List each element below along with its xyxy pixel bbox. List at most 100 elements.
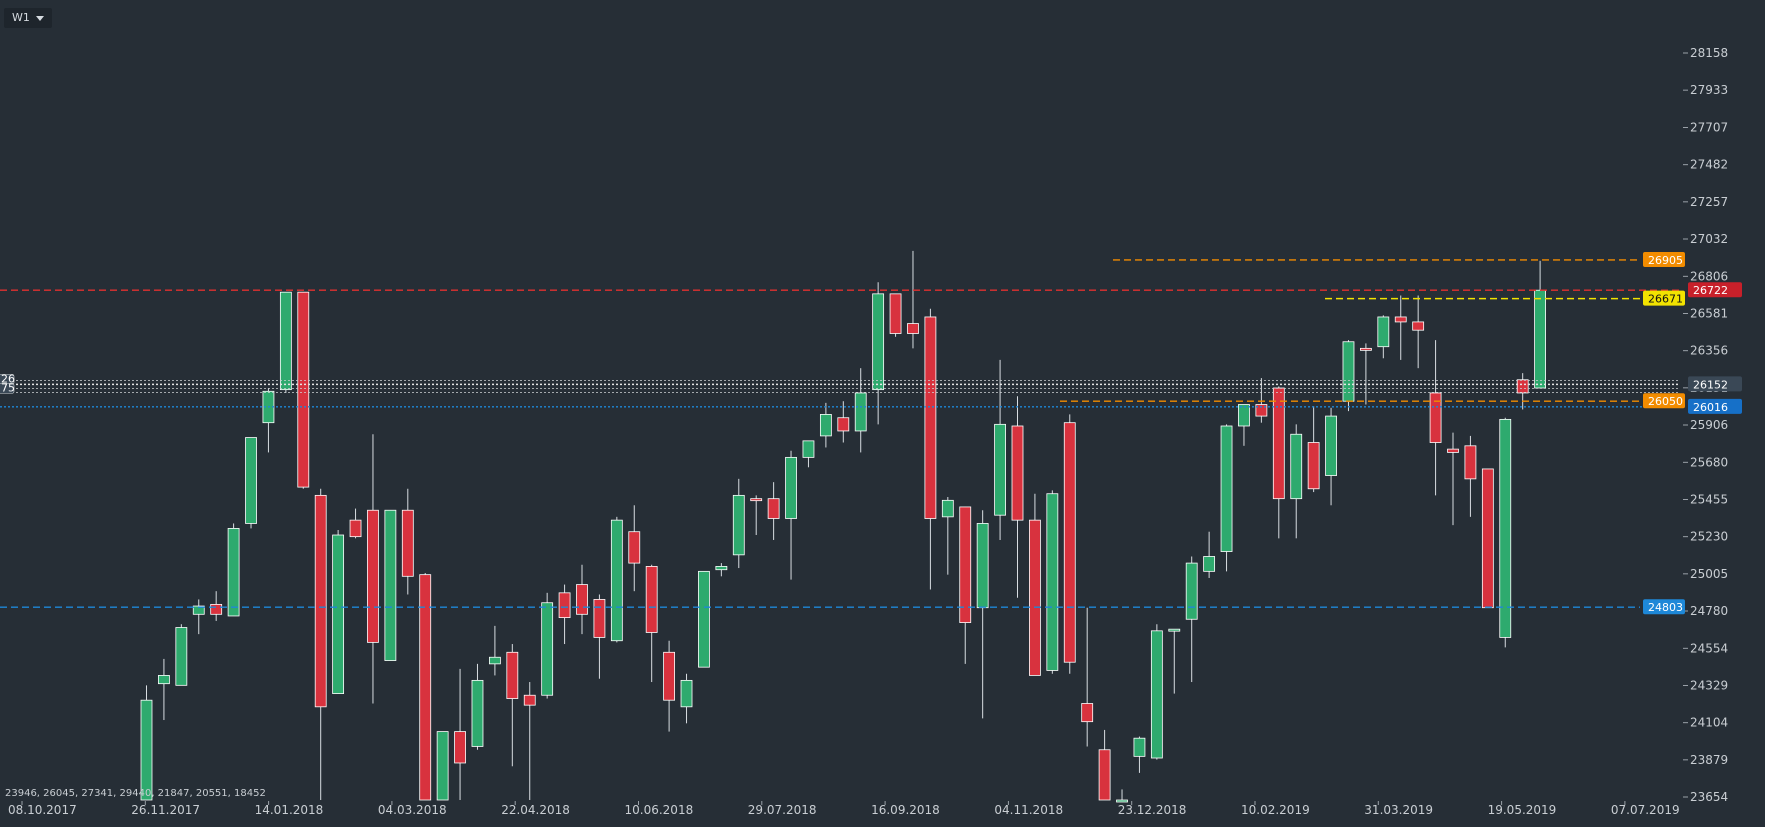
y-tick-label: 24329 xyxy=(1690,678,1728,692)
candle-body xyxy=(1534,289,1546,389)
price-tag-label: 26905 xyxy=(1648,254,1683,267)
candle xyxy=(941,497,954,575)
candle xyxy=(1185,556,1198,683)
y-tick-label: 24104 xyxy=(1690,716,1728,730)
candle-body xyxy=(210,603,223,615)
y-tick-label: 27032 xyxy=(1690,232,1728,246)
x-tick-label: 23.12.2018 xyxy=(1118,803,1187,817)
y-tick-label: 24554 xyxy=(1690,641,1728,655)
y-tick-label: 23654 xyxy=(1690,790,1728,804)
x-tick-label: 07.07.2019 xyxy=(1611,803,1680,817)
candle-body xyxy=(1238,404,1250,427)
candle-body xyxy=(732,494,745,556)
candle-body xyxy=(924,316,937,519)
candle xyxy=(698,570,710,668)
y-tick-label: 25005 xyxy=(1690,567,1728,581)
candle xyxy=(401,488,414,595)
candle xyxy=(1429,340,1442,496)
y-tick-label: 27933 xyxy=(1690,83,1728,97)
candle-body xyxy=(698,570,710,668)
left-edge-tag-label: 75 xyxy=(1,381,15,394)
candle xyxy=(576,564,588,635)
candle-body xyxy=(663,651,675,701)
candle-body xyxy=(1394,316,1407,323)
timeframe-selector[interactable]: W1 xyxy=(4,8,52,28)
y-tick-label: 25455 xyxy=(1690,492,1728,506)
y-tick-label: 23879 xyxy=(1690,753,1728,767)
candle-body xyxy=(227,528,240,617)
candle-body xyxy=(645,565,658,633)
price-tag xyxy=(1688,376,1742,392)
candle xyxy=(837,401,850,443)
candle-body xyxy=(785,456,797,519)
candle xyxy=(210,591,223,621)
candle xyxy=(1394,295,1407,360)
candle-body xyxy=(802,440,815,458)
candle xyxy=(610,516,623,643)
y-tick-label: 27707 xyxy=(1690,120,1728,134)
candle xyxy=(1464,435,1477,517)
candle-body xyxy=(1029,519,1041,676)
x-tick-label: 31.03.2019 xyxy=(1364,803,1433,817)
candle-body xyxy=(1220,425,1233,552)
x-tick-label: 04.03.2018 xyxy=(378,803,447,817)
y-tick-label: 28158 xyxy=(1690,46,1728,60)
x-tick-label: 08.10.2017 xyxy=(8,803,77,817)
candle xyxy=(907,250,919,349)
candle-body xyxy=(471,679,484,747)
price-tag-label: 24803 xyxy=(1648,601,1683,614)
y-tick-label: 25230 xyxy=(1690,530,1728,544)
time-axis[interactable]: 08.10.2017 26.11.2017 14.01.2018 04.03.2018… xyxy=(8,801,1680,817)
candle xyxy=(889,293,902,337)
candle xyxy=(663,640,675,732)
candle xyxy=(750,495,763,536)
price-tag-label: 26050 xyxy=(1648,395,1683,408)
candle xyxy=(1011,396,1024,598)
price-tag xyxy=(1643,393,1685,409)
candle xyxy=(680,673,693,724)
x-tick-label: 22.04.2018 xyxy=(501,803,570,817)
candle xyxy=(819,402,832,448)
candle-body xyxy=(1168,628,1181,632)
candle xyxy=(367,434,379,704)
candle-body xyxy=(506,651,519,699)
ohlc-readout: 23946, 26045, 27341, 29440, 21847, 20551… xyxy=(5,788,266,799)
candle xyxy=(1377,315,1390,359)
candle-body xyxy=(175,627,188,686)
candle-body xyxy=(523,694,536,706)
candle xyxy=(1360,343,1372,405)
candle xyxy=(506,644,519,767)
candle xyxy=(1081,607,1094,747)
candle xyxy=(1272,386,1285,539)
candle xyxy=(1150,624,1163,760)
candle-body xyxy=(1150,630,1163,759)
candle xyxy=(854,368,867,453)
candle-body xyxy=(541,602,554,696)
y-tick-label: 27482 xyxy=(1690,158,1728,172)
candle xyxy=(802,440,815,468)
levels-layer xyxy=(0,259,1680,608)
candle xyxy=(1029,493,1041,676)
candle-body xyxy=(872,293,885,391)
candle xyxy=(593,594,606,679)
candle-body xyxy=(1412,321,1425,331)
y-tick-label: 26356 xyxy=(1690,344,1728,358)
candle-body xyxy=(593,599,606,638)
candle xyxy=(158,658,170,721)
candle xyxy=(314,488,327,800)
candle xyxy=(994,359,1006,540)
y-tick-label: 26806 xyxy=(1690,269,1728,283)
candle-body xyxy=(889,293,902,334)
candle-body xyxy=(610,519,623,642)
price-tag xyxy=(1643,599,1685,615)
candle-body xyxy=(279,291,292,391)
candle-body xyxy=(1203,556,1216,572)
candle xyxy=(1255,378,1268,423)
price-tag-label: 26152 xyxy=(1693,378,1728,391)
candle-body xyxy=(1516,379,1529,394)
candle xyxy=(959,506,972,664)
candle-body xyxy=(1185,562,1198,620)
price-axis[interactable]: 28158 27933 27707 27482 27257 27032 26806 26581… xyxy=(1683,46,1728,804)
candle xyxy=(1499,417,1512,648)
